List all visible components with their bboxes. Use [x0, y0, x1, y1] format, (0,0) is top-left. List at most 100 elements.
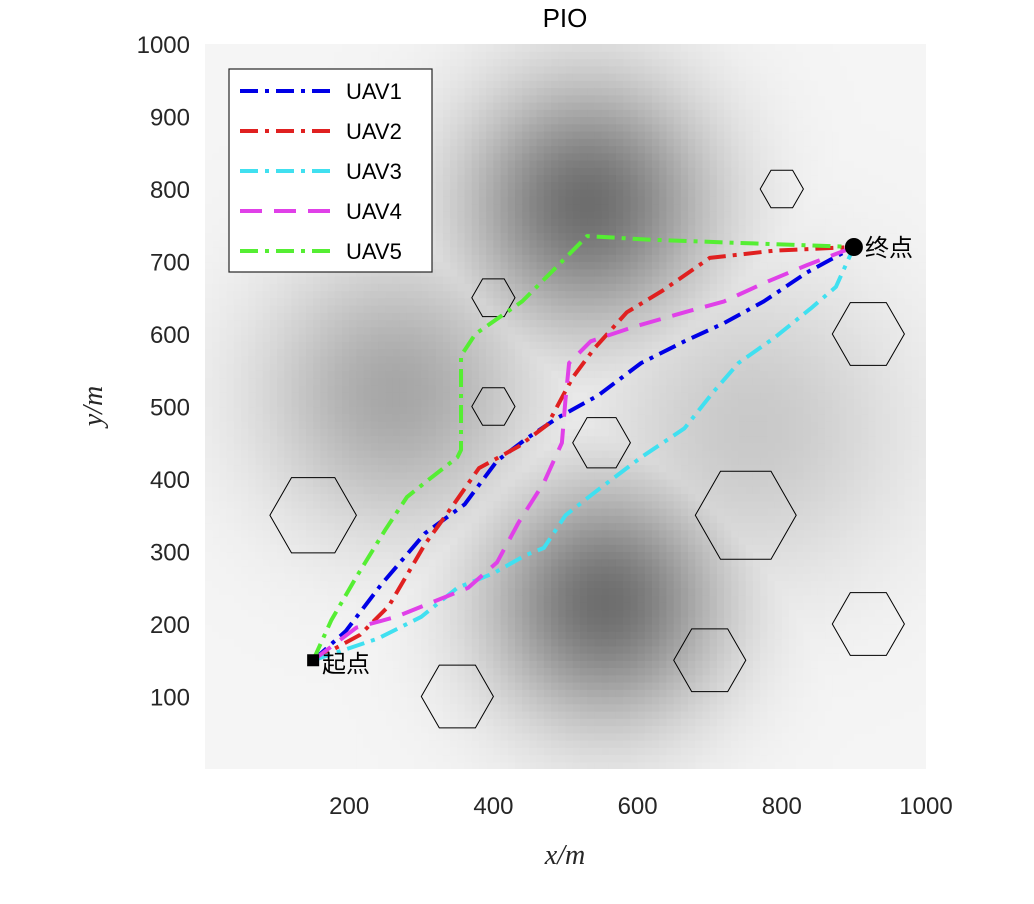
field-cell [363, 51, 372, 60]
field-cell [435, 740, 444, 748]
field-cell [248, 58, 257, 67]
field-cell [536, 602, 545, 611]
field-cell [385, 290, 394, 299]
field-cell [543, 326, 552, 335]
field-cell [313, 348, 321, 357]
field-cell [248, 508, 257, 516]
field-cell [385, 392, 394, 400]
field-cell [385, 508, 394, 516]
field-cell [428, 638, 437, 647]
field-cell [442, 290, 451, 299]
field-cell [284, 732, 293, 741]
field-cell [414, 653, 422, 661]
field-cell [284, 624, 293, 632]
field-cell [536, 65, 545, 74]
field-cell [529, 624, 538, 632]
field-cell [500, 203, 509, 212]
field-cell [370, 370, 379, 379]
field-cell [385, 464, 394, 473]
field-cell [471, 392, 480, 400]
field-cell [414, 508, 422, 516]
field-cell [349, 319, 358, 328]
field-cell [428, 377, 437, 386]
field-cell [327, 428, 336, 437]
field-cell [269, 44, 278, 52]
field-cell [370, 297, 379, 306]
field-cell [507, 442, 516, 451]
field-cell [428, 537, 437, 545]
field-cell [334, 529, 343, 538]
field-cell [471, 653, 480, 661]
field-cell [551, 51, 559, 60]
field-cell [262, 450, 271, 458]
field-cell [529, 94, 538, 103]
field-cell [536, 682, 545, 690]
field-cell [241, 595, 249, 603]
field-cell [255, 587, 264, 596]
field-cell [558, 602, 567, 611]
field-cell [277, 392, 285, 400]
field-cell [341, 711, 350, 719]
field-cell [414, 500, 422, 509]
field-cell [370, 508, 379, 516]
field-cell [543, 239, 552, 248]
field-cell [486, 355, 494, 364]
field-cell [291, 290, 300, 299]
field-cell [349, 638, 358, 647]
field-cell [363, 500, 372, 509]
field-cell [313, 558, 321, 567]
field-cell [500, 80, 509, 89]
field-cell [205, 580, 213, 589]
field-cell [392, 754, 401, 763]
field-cell [241, 747, 249, 756]
field-cell [385, 660, 394, 669]
field-cell [457, 537, 466, 545]
field-cell [298, 725, 307, 734]
field-cell [269, 515, 278, 524]
field-cell [378, 406, 386, 415]
field-cell [515, 653, 523, 661]
field-cell [255, 580, 264, 589]
field-cell [392, 740, 401, 748]
field-cell [305, 732, 314, 741]
field-cell [414, 312, 422, 321]
field-cell [255, 428, 264, 437]
field-cell [255, 624, 264, 632]
field-cell [515, 486, 523, 495]
field-cell [298, 326, 307, 335]
field-cell [349, 558, 358, 567]
field-cell [507, 232, 516, 241]
field-cell [291, 384, 300, 393]
field-cell [212, 500, 221, 509]
field-cell [356, 558, 365, 567]
field-cell [464, 558, 473, 567]
field-cell [334, 587, 343, 596]
field-cell [522, 508, 531, 516]
field-cell [385, 399, 394, 408]
field-cell [305, 500, 314, 509]
field-cell [241, 51, 249, 60]
field-cell [356, 537, 365, 545]
field-cell [298, 450, 307, 458]
field-cell [298, 580, 307, 589]
field-cell [442, 406, 451, 415]
field-cell [406, 312, 415, 321]
field-cell [212, 44, 221, 52]
field-cell [543, 123, 552, 132]
field-cell [551, 508, 559, 516]
field-cell [522, 725, 531, 734]
field-cell [515, 87, 523, 96]
field-cell [241, 537, 249, 545]
field-cell [226, 290, 235, 299]
field-cell [536, 138, 545, 147]
field-cell [522, 152, 531, 161]
field-cell [486, 305, 494, 313]
field-cell [255, 595, 264, 603]
field-cell [500, 297, 509, 306]
field-cell [370, 341, 379, 350]
field-cell [486, 225, 494, 234]
field-cell [219, 109, 228, 118]
field-cell [241, 573, 249, 582]
field-cell [421, 725, 430, 734]
field-cell [277, 297, 285, 306]
